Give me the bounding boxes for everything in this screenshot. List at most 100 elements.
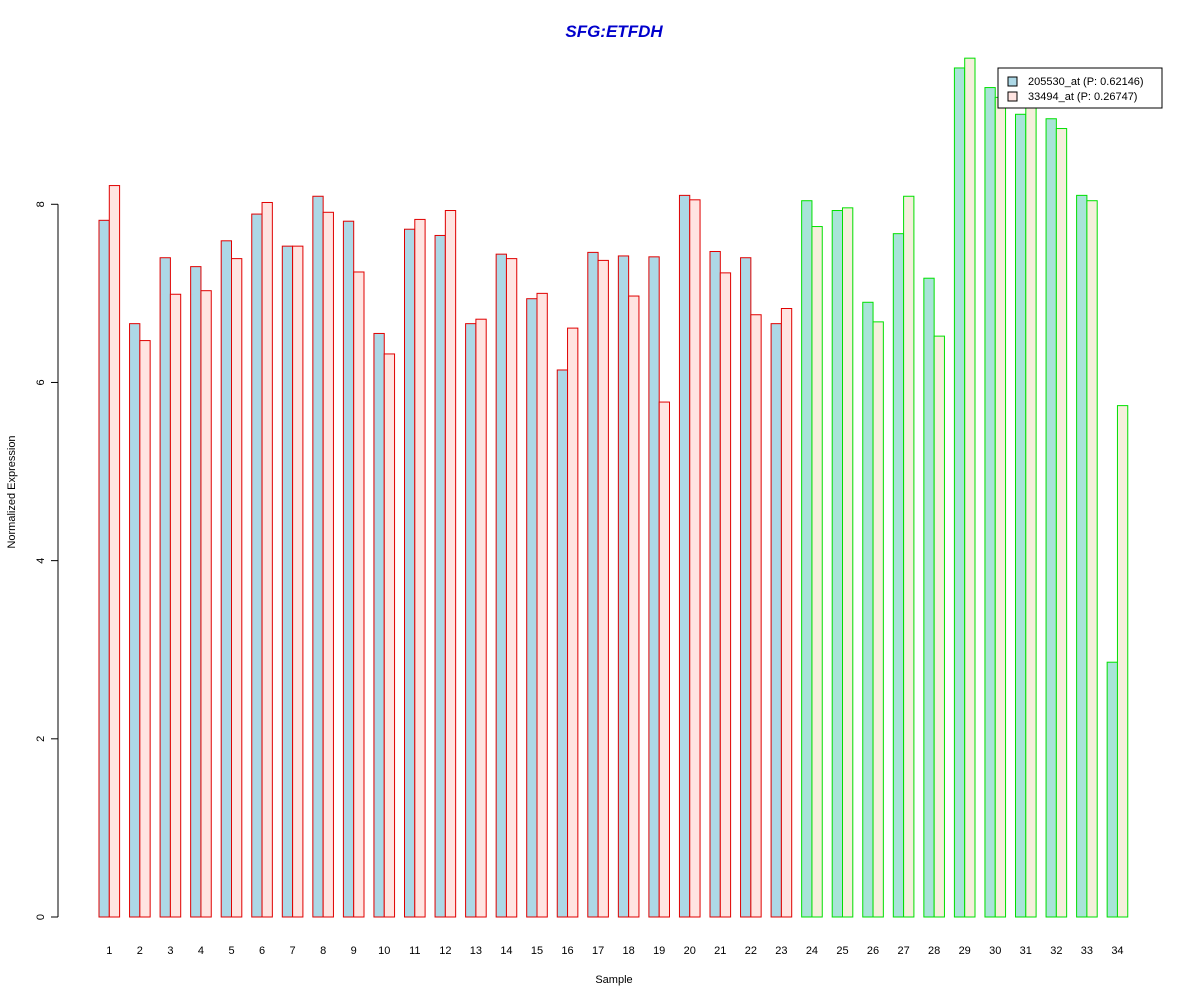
x-tick-label: 28 [928,945,940,957]
y-tick-label: 4 [35,558,47,564]
x-tick-label: 21 [714,945,726,957]
x-axis-tick-labels: 1 2 3 4 5 6 7 8 9 10 11 12 13 14 15 16 17 18 19 20 21 22 23 24 2… [106,945,1123,957]
bar-sample-2-series-1 [129,323,141,918]
bar-sample-29-series-1 [953,67,966,918]
bar-sample-25-series-2 [842,207,854,918]
bar-sample-9-series-1 [342,220,355,918]
x-tick-label: 4 [198,945,204,957]
x-tick-label: 25 [836,945,848,957]
bar-sample-7-series-2 [292,245,304,918]
bar-sample-11-series-1 [404,228,416,918]
x-tick-label: 8 [320,945,326,957]
bar-sample-15-series-1 [526,298,538,918]
bar-sample-20-series-2 [689,199,701,918]
bar-sample-14-series-1 [495,253,507,918]
bar-sample-25-series-1 [831,210,844,918]
bar-sample-23-series-2 [780,308,793,918]
bar-sample-5-series-2 [231,258,243,918]
legend-box [997,67,1163,109]
x-tick-label: 7 [290,945,296,957]
x-tick-label: 19 [653,945,665,957]
legend-label-1: 205530_at (P: 0.62146) [1028,76,1144,88]
x-tick-label: 27 [897,945,909,957]
bar-sample-24-series-2 [811,226,823,918]
bar-sample-17-series-2 [597,259,609,918]
x-tick-label: 26 [867,945,879,957]
bar-sample-1-series-2 [108,185,121,918]
bar-sample-17-series-1 [587,251,599,918]
bar-sample-10-series-1 [373,332,385,918]
bar-sample-34-series-1 [1106,661,1118,918]
x-tick-label: 30 [989,945,1001,957]
bar-sample-7-series-1 [281,245,294,918]
bar-sample-24-series-1 [801,200,813,918]
chart-title: SFG:ETFDH [565,22,663,41]
x-tick-label: 5 [228,945,234,957]
x-tick-label: 32 [1050,945,1062,957]
x-tick-label: 34 [1111,945,1123,957]
bar-sample-1-series-1 [98,219,110,918]
bar-sample-3-series-2 [169,293,182,918]
bars [98,57,1129,918]
bar-sample-22-series-1 [740,257,752,918]
bar-sample-26-series-1 [862,301,874,918]
bar-sample-6-series-1 [251,213,263,918]
bar-sample-6-series-2 [261,201,273,918]
x-tick-label: 12 [439,945,451,957]
y-axis-label: Normalized Expression [6,435,18,548]
bar-sample-33-series-2 [1086,200,1098,918]
bar-sample-13-series-2 [475,318,487,918]
y-tick-label: 8 [35,201,47,207]
bar-sample-8-series-2 [322,211,334,918]
bar-sample-34-series-2 [1116,405,1129,918]
y-axis: 0 2 4 6 8 [35,201,59,920]
bar-sample-9-series-2 [353,271,365,918]
bar-sample-14-series-2 [505,258,518,918]
x-tick-label: 2 [137,945,143,957]
bar-sample-12-series-1 [434,234,446,918]
bar-sample-13-series-1 [465,323,477,918]
y-tick-label: 0 [35,914,47,920]
legend-swatch-2 [1007,91,1018,102]
bar-sample-31-series-2 [1025,105,1037,918]
bar-sample-16-series-1 [556,369,569,918]
x-tick-label: 13 [470,945,482,957]
bar-sample-29-series-2 [964,57,976,918]
bar-sample-4-series-1 [190,266,202,918]
x-tick-label: 23 [775,945,787,957]
x-tick-label: 29 [959,945,971,957]
x-tick-label: 9 [351,945,357,957]
bar-sample-16-series-2 [567,327,579,918]
bar-sample-21-series-1 [709,250,721,918]
bar-sample-12-series-2 [444,210,457,918]
x-tick-label: 3 [167,945,173,957]
bar-sample-30-series-2 [994,96,1007,918]
bar-sample-32-series-1 [1045,118,1057,918]
bar-sample-10-series-2 [383,353,396,918]
bar-sample-22-series-2 [750,314,762,918]
bar-sample-31-series-1 [1015,113,1027,918]
bar-sample-23-series-1 [770,323,782,918]
legend: 205530_at (P: 0.62146) 33494_at (P: 0.267… [997,67,1163,109]
bar-sample-19-series-2 [658,401,671,918]
x-tick-label: 11 [409,945,420,957]
x-tick-label: 33 [1081,945,1093,957]
x-tick-label: 16 [561,945,573,957]
bar-sample-18-series-1 [617,255,630,918]
y-tick-label: 6 [35,379,47,385]
legend-swatch-1 [1007,76,1018,87]
x-tick-label: 6 [259,945,265,957]
bar-sample-26-series-2 [872,321,884,918]
x-tick-label: 22 [745,945,757,957]
bar-sample-15-series-2 [536,292,548,918]
bar-sample-3-series-1 [159,257,171,918]
x-tick-label: 31 [1020,945,1032,957]
bar-sample-5-series-1 [220,240,232,918]
bar-sample-21-series-2 [719,272,732,918]
bar-sample-20-series-1 [678,194,691,918]
bar-sample-27-series-1 [892,233,905,918]
bar-sample-8-series-1 [312,195,324,918]
bar-sample-4-series-2 [200,290,212,918]
x-tick-label: 1 [106,945,112,957]
